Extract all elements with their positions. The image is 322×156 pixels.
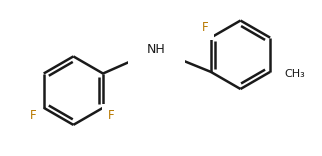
Text: F: F [202,21,208,34]
Text: F: F [108,109,115,122]
Text: CH₃: CH₃ [285,69,306,79]
Text: F: F [30,109,36,122]
Text: NH: NH [147,43,166,56]
